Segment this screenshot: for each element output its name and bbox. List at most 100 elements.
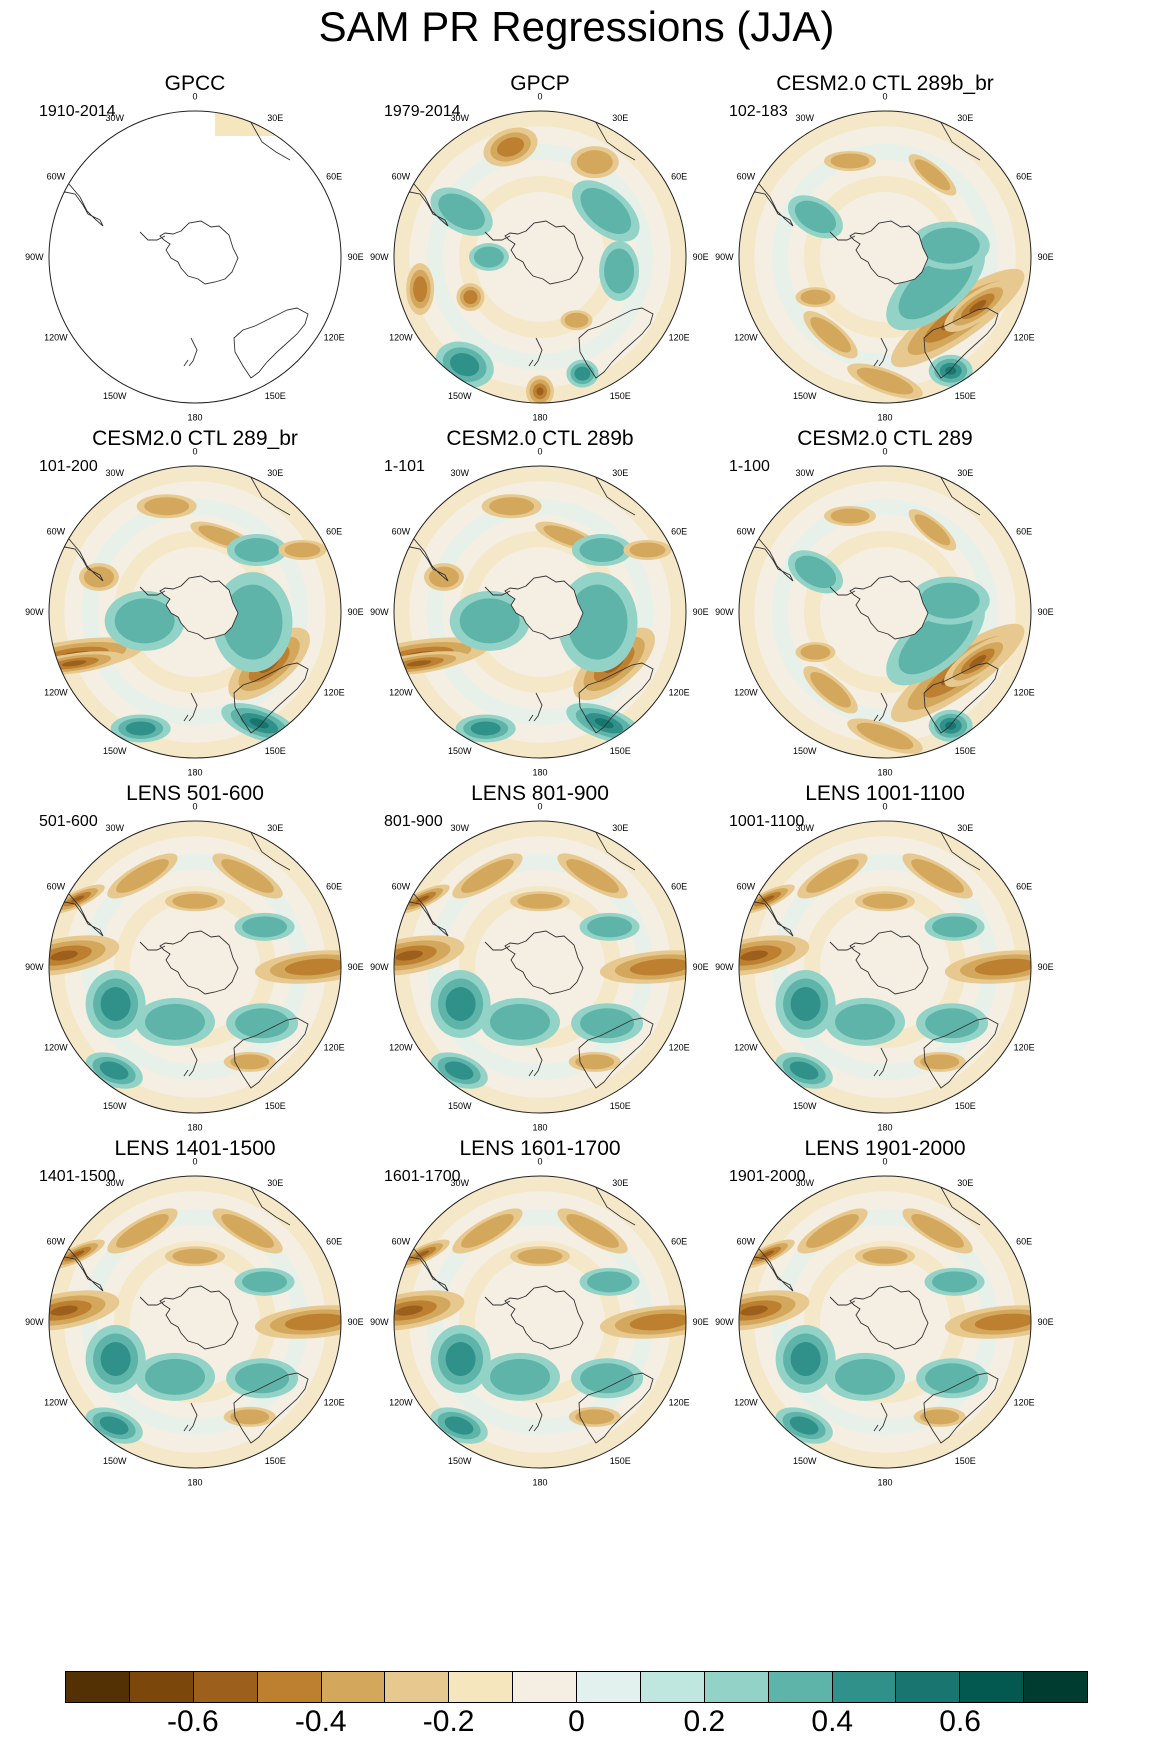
longitude-label: 120W <box>389 1397 413 1407</box>
negative-anomaly <box>969 299 987 313</box>
longitude-label: 120E <box>669 687 690 697</box>
negative-anomaly <box>920 1409 960 1425</box>
coastline-peninsula <box>484 941 511 951</box>
negative-anomaly <box>629 1313 686 1331</box>
positive-anomaly <box>249 718 269 729</box>
negative-anomaly <box>806 859 859 893</box>
positive-anomaly <box>145 1003 206 1040</box>
map-boundary <box>738 465 1032 759</box>
longitude-label: 120E <box>669 332 690 342</box>
coastline-southAmerica <box>49 538 104 582</box>
longitude-label: 180 <box>187 1478 202 1488</box>
longitude-label: 0 <box>192 91 197 101</box>
colorbar-segment <box>321 1672 386 1702</box>
negative-anomaly <box>61 660 87 667</box>
coastlines <box>739 821 999 1089</box>
negative-anomaly <box>517 1248 563 1264</box>
ring-field <box>739 111 1031 403</box>
colorbar <box>65 1671 1088 1703</box>
longitude-label: 150W <box>448 1101 472 1111</box>
positive-anomaly <box>235 1008 290 1039</box>
coastline-southAmerica <box>394 183 449 227</box>
longitude-label: 90E <box>348 252 364 262</box>
longitude-label: 90E <box>693 252 709 262</box>
negative-anomaly <box>50 1305 78 1316</box>
longitude-label: 150E <box>955 1101 976 1111</box>
coastlines <box>739 111 999 379</box>
positive-anomaly <box>794 200 837 234</box>
positive-anomaly <box>49 191 58 199</box>
coastline-peninsula <box>139 941 166 951</box>
longitude-label: 120E <box>1014 332 1035 342</box>
negative-anomaly <box>566 859 619 893</box>
panel-years: 1001-1100 <box>729 813 805 830</box>
negative-anomaly <box>629 542 666 558</box>
longitude-label: 120E <box>324 1042 345 1052</box>
longitude-label: 120E <box>324 1397 345 1407</box>
positive-anomaly <box>790 1342 821 1377</box>
negative-anomaly <box>230 1054 270 1070</box>
panel-years: 1401-1500 <box>39 1168 116 1185</box>
longitude-label: 150W <box>793 1456 817 1466</box>
positive-anomaly <box>789 1416 819 1435</box>
coastline-southAmerica <box>739 183 794 227</box>
longitude-label: 30E <box>267 823 283 833</box>
longitude-label: 150E <box>610 391 631 401</box>
panel-title: CESM2.0 CTL 289 <box>797 427 973 450</box>
longitude-label: 0 <box>537 91 542 101</box>
coastline-nz <box>873 692 888 722</box>
longitude-label: 180 <box>532 768 547 778</box>
longitude-label: 0 <box>882 801 887 811</box>
negative-anomaly <box>70 895 85 903</box>
longitude-label: 90W <box>25 1317 44 1327</box>
negative-anomaly <box>564 312 589 328</box>
panel-years: 1-100 <box>729 458 770 475</box>
coastline-australia <box>578 1017 654 1089</box>
positive-anomaly <box>242 916 288 938</box>
map-panel: 0 30E 60E 90E 120E 150E 180 150W 120W 90W 60W 30W LE… <box>5 710 385 1133</box>
longitude-label: 180 <box>877 413 892 423</box>
coastline-australia <box>233 1372 309 1444</box>
longitude-label: 30E <box>267 1178 283 1188</box>
longitude-label: 90W <box>715 962 734 972</box>
longitude-label: 30E <box>957 468 973 478</box>
negative-anomaly <box>830 153 870 169</box>
positive-anomaly <box>580 1008 635 1039</box>
negative-anomaly <box>760 895 775 903</box>
colorbar-segment <box>704 1672 769 1702</box>
longitude-label: 60E <box>326 527 342 537</box>
coastline-peninsula <box>829 1296 856 1306</box>
coastline-nz <box>873 1402 888 1432</box>
coastline-peninsula <box>829 586 856 596</box>
panel-years: 102-183 <box>729 103 788 120</box>
longitude-label: 90E <box>693 1317 709 1327</box>
longitude-label: 30W <box>795 823 814 833</box>
longitude-label: 60E <box>1016 527 1032 537</box>
colorbar-tick-label: 0.6 <box>939 1705 981 1738</box>
negative-anomaly <box>406 660 432 667</box>
longitude-label: 30W <box>450 1178 469 1188</box>
longitude-label: 180 <box>532 413 547 423</box>
coastline-australia <box>923 662 999 734</box>
longitude-label: 0 <box>537 801 542 811</box>
longitude-label: 150W <box>103 1101 127 1111</box>
coastline-australia <box>578 307 654 379</box>
coastline-antarctica <box>159 1285 239 1350</box>
longitude-label: 90W <box>25 607 44 617</box>
longitude-label: 90E <box>1038 607 1054 617</box>
longitude-label: 150E <box>265 1101 286 1111</box>
positive-anomaly <box>835 1358 896 1395</box>
coastline-australia <box>923 307 999 379</box>
colorbar-tick-label: -0.6 <box>167 1705 219 1738</box>
coastline-southAmerica <box>739 1248 794 1292</box>
longitude-label: 0 <box>882 446 887 456</box>
coastline-nz <box>528 337 543 367</box>
coastline-peninsula <box>484 1296 511 1306</box>
positive-anomaly <box>444 1416 474 1435</box>
longitude-label: 120E <box>1014 1042 1035 1052</box>
colorbar-tick-label: 0 <box>568 1705 585 1738</box>
negative-anomaly <box>806 1214 859 1248</box>
longitude-label: 150W <box>793 1101 817 1111</box>
map-boundary <box>48 110 342 404</box>
longitude-label: 120W <box>389 332 413 342</box>
